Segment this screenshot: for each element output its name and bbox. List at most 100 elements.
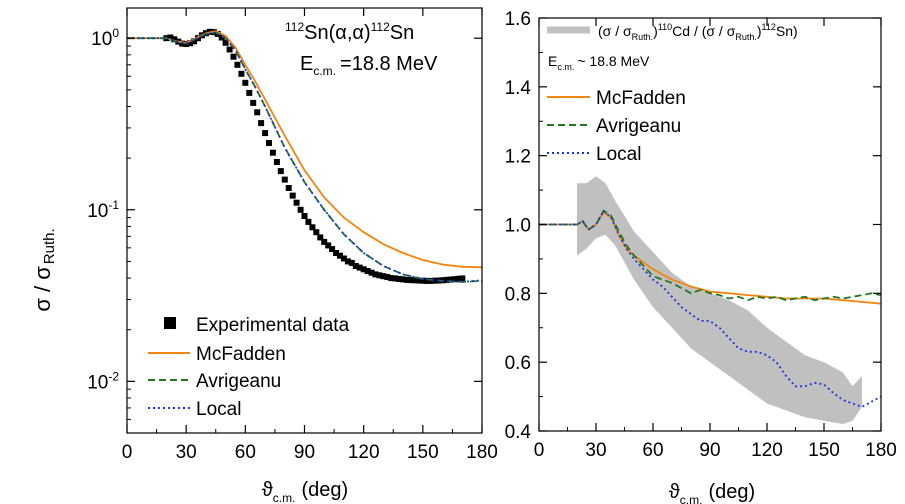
left-experimental-point (380, 273, 387, 280)
left-experimental-point (218, 34, 225, 41)
left-experimental-point (301, 213, 308, 219)
left-x-tick-label: 0 (122, 442, 133, 463)
legend-label-local: Local (196, 399, 241, 420)
left-experimental-point (289, 192, 296, 199)
left-experimental-point (325, 242, 332, 249)
left-experimental-point (329, 246, 336, 253)
left-experimental-point (242, 79, 249, 86)
left-experimental-point (364, 268, 371, 274)
left-experimental-point (230, 53, 237, 60)
left-experimental-point (423, 277, 430, 284)
left-experimental-point (411, 277, 418, 284)
left-experimental-point (344, 258, 351, 265)
left-x-axis-label: ϑc.m. (deg) (262, 479, 348, 504)
left-experimental-point (384, 274, 391, 281)
left-reaction-annotation: 112Sn(α,α)112Sn (285, 20, 414, 44)
left-experimental-point (254, 109, 261, 116)
left-plot-area (127, 28, 483, 284)
left-series-local (127, 31, 483, 283)
right-y-tick-label: 1.4 (505, 78, 532, 99)
right-y-tick-label: 1.2 (505, 147, 531, 168)
left-ticks: 0 30 60 90 120 150 180 10-2 10-1 100 (87, 8, 498, 463)
left-experimental-point (333, 250, 340, 256)
left-y-tick-label: 10-2 (87, 369, 119, 393)
legend-label-band: (σ / σRuth.)110Cd / (σ / σRuth.)112Sn) (598, 22, 798, 42)
left-experimental-point (285, 185, 292, 191)
left-experimental-point (226, 46, 233, 53)
left-experimental-point (352, 263, 359, 269)
right-y-tick-label: 1.0 (505, 216, 531, 237)
right-series-avrigeanu (539, 209, 882, 302)
left-experimental-point (266, 140, 272, 146)
left-experimental-point (167, 34, 174, 41)
left-experimental-point (408, 277, 414, 284)
right-y-tick-label: 0.4 (505, 422, 532, 443)
right-y-tick-label: 1.6 (505, 9, 531, 30)
left-experimental-point (427, 277, 434, 284)
left-experimental-point (455, 275, 462, 282)
left-experimental-point (459, 275, 466, 282)
legend-label-mcfadden: McFadden (196, 344, 286, 365)
left-experimental-point (250, 99, 257, 106)
left-x-tick-label: 90 (294, 442, 315, 463)
right-x-tick-label: 120 (751, 440, 783, 461)
left-experimental-point (222, 39, 229, 46)
legend-marker-experimental (164, 317, 176, 329)
left-legend: Experimental data McFadden Avrigeanu Loc… (148, 315, 350, 420)
left-experimental-point (305, 218, 312, 225)
right-x-tick-label: 90 (699, 440, 720, 461)
left-experimental-point (191, 38, 198, 45)
right-y-tick-label: 0.6 (505, 353, 531, 374)
left-experimental-point (340, 255, 347, 262)
left-x-tick-label: 120 (348, 442, 380, 463)
left-experimental-point (277, 168, 284, 175)
left-x-tick-label: 30 (176, 442, 197, 463)
left-experimental-point (400, 276, 407, 283)
left-experimental-point (317, 234, 324, 241)
right-y-tick-label: 0.8 (505, 284, 531, 305)
left-experimental-point (447, 276, 454, 283)
left-experimental-point (337, 252, 343, 259)
y-axis-label: σ / σRuth. (30, 228, 58, 311)
left-experimental-point (396, 276, 403, 282)
left-experimental-point (368, 269, 375, 276)
left-energy-annotation: Ec.m. =18.8 MeV (300, 53, 438, 78)
right-energy-annotation: Ec.m. ~ 18.8 MeV (548, 53, 650, 72)
left-experimental-point (309, 224, 316, 231)
left-experimental-point (187, 40, 194, 47)
left-experimental-point (419, 277, 426, 284)
left-experimental-point (269, 149, 276, 156)
left-y-tick-label: 10-1 (87, 198, 119, 222)
left-experimental-point (246, 89, 253, 96)
right-x-tick-label: 180 (865, 440, 897, 461)
left-experimental-point (376, 272, 383, 279)
left-experimental-point (404, 276, 411, 283)
left-experimental-point (356, 264, 363, 271)
left-experimental-point (262, 130, 269, 137)
right-ticks: 0 30 60 90 120 150 180 0.4 0.6 0.8 1.0 1.2 1.4 1.6 (505, 9, 897, 461)
left-x-tick-label: 150 (407, 442, 439, 463)
left-x-tick-label: 180 (466, 442, 498, 463)
left-experimental-point (348, 259, 355, 266)
right-legend-label-local: Local (596, 144, 641, 165)
legend-label-experimental: Experimental data (196, 315, 350, 336)
left-experimental-point (171, 36, 178, 43)
right-panel: 0 30 60 90 120 150 180 0.4 0.6 0.8 1.0 1.2 1.4 1.6 (σ… (505, 9, 897, 504)
left-experimental-point (431, 277, 438, 284)
right-x-axis-label: ϑc.m. (deg) (669, 481, 755, 504)
left-experimental-point (313, 229, 320, 236)
left-experimental-point (238, 70, 245, 77)
left-experimental-point (234, 61, 241, 68)
left-experimental-point (258, 120, 265, 127)
right-legend: (σ / σRuth.)110Cd / (σ / σRuth.)112Sn) E… (547, 22, 798, 165)
left-experimental-point (281, 176, 288, 183)
right-uncertainty-band (577, 176, 862, 425)
right-x-tick-label: 60 (642, 440, 663, 461)
right-legend-label-avrigeanu: Avrigeanu (596, 116, 681, 137)
left-y-tick-label: 100 (91, 26, 119, 50)
left-experimental-point (273, 159, 280, 165)
left-experimental-point (443, 276, 450, 283)
left-experimental-point (372, 271, 379, 278)
left-x-tick-label: 60 (235, 442, 256, 463)
